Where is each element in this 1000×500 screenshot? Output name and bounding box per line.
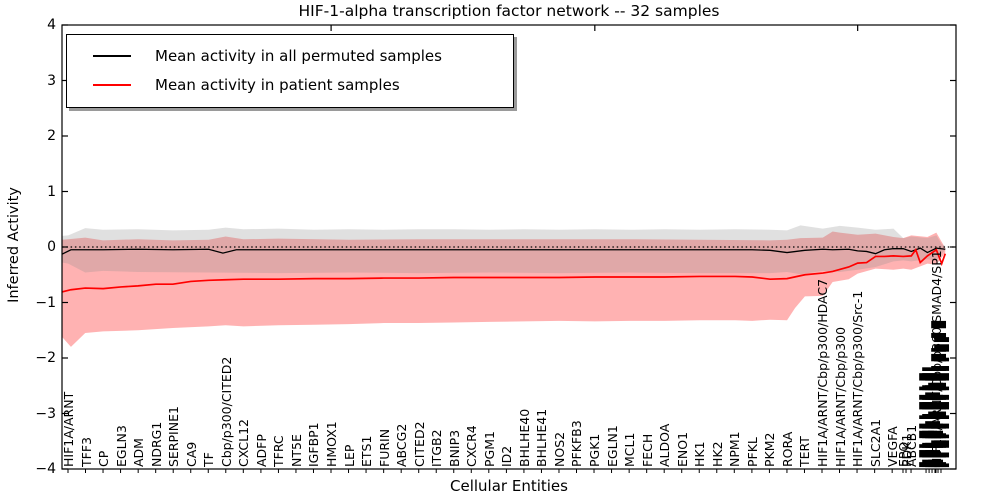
y-tick-label: −3 — [35, 405, 56, 422]
y-tick-label: 3 — [47, 72, 56, 89]
x-tick-label: PFKFB3 — [569, 420, 585, 467]
x-tick-label: Cbp/p300/CITED2 — [218, 356, 234, 467]
legend-label-patient: Mean activity in patient samples — [155, 75, 400, 94]
x-tick-label: ETS1 — [359, 435, 375, 467]
x-tick-label: CA9 — [183, 441, 199, 467]
x-tick-label: ADFP — [253, 434, 269, 467]
legend-item-permuted: Mean activity in all permuted samples — [67, 41, 513, 70]
x-axis-label: Cellular Entities — [450, 477, 568, 495]
legend-line-patient — [93, 83, 131, 86]
x-tick-label: ID2 — [499, 445, 515, 467]
y-tick-label: 1 — [47, 183, 56, 200]
x-tick-label: SLC2A1 — [867, 418, 883, 467]
x-tick-label: HIF1A/ARNT/Cbp/p300/Src-1 — [850, 290, 866, 467]
legend-label-permuted: Mean activity in all permuted samples — [155, 46, 442, 65]
y-tick-label: −1 — [35, 294, 56, 311]
x-tick-label: ITGB2 — [429, 429, 445, 467]
legend-line-permuted — [93, 54, 131, 57]
x-tick-label: PFKL — [744, 437, 760, 467]
x-tick-label: LEP — [341, 444, 357, 467]
x-tick-label: PGK1 — [587, 433, 603, 467]
x-tick-label: HIF1A/ARNT — [60, 391, 76, 467]
x-tick-label: SERPINE1 — [166, 406, 182, 467]
x-tick-label: TFRC — [271, 435, 287, 467]
x-tick-label-unreadable: ▍▌▊▍▌▍▊▌▍▊▌▍▊▌ — [933, 332, 949, 467]
x-tick-label: PGM1 — [481, 431, 497, 467]
x-tick-label: HK1 — [692, 441, 708, 467]
x-tick-label: ABCB1 — [904, 424, 920, 467]
y-tick-label: −4 — [35, 461, 56, 477]
x-tick-label: ABCG2 — [394, 423, 410, 467]
x-tick-label: ENO1 — [674, 431, 690, 467]
y-tick-label: −2 — [35, 350, 56, 366]
y-tick-label: 4 — [47, 17, 56, 33]
x-tick-label: HIF1A/ARNT/Cbp/p300 — [832, 326, 848, 467]
x-tick-label: FECH — [639, 433, 655, 467]
x-tick-label: CP — [96, 450, 112, 467]
x-tick-label: NPM1 — [727, 431, 743, 467]
x-tick-label: MCL1 — [622, 432, 638, 467]
x-tick-label: CXCR4 — [464, 425, 480, 467]
y-tick-label: 2 — [47, 128, 56, 144]
x-tick-label: TFF3 — [78, 437, 94, 467]
patient-mean-line — [61, 247, 947, 293]
x-tick-label: TF — [201, 452, 217, 467]
x-tick-label: HK2 — [709, 441, 725, 467]
legend-box: Mean activity in all permuted samples Me… — [66, 34, 514, 108]
patient-samples-range-band — [62, 231, 946, 347]
x-tick-label: CXCL12 — [236, 419, 252, 467]
x-tick-label: EGLN1 — [604, 425, 620, 467]
x-tick-label: IGFBP1 — [306, 422, 322, 467]
x-tick-label: BHLHE40 — [516, 408, 532, 467]
x-tick-label: NDRG1 — [148, 421, 164, 467]
chart-title: HIF-1-alpha transcription factor network… — [298, 2, 720, 20]
x-tick-label: FURIN — [376, 428, 392, 467]
permuted-mean-line — [61, 247, 946, 255]
x-tick-label: HMOX1 — [324, 421, 339, 467]
legend-item-patient: Mean activity in patient samples — [67, 70, 513, 99]
x-tick-label: ADM — [131, 438, 147, 467]
x-tick-label: ALDOA — [657, 423, 673, 467]
x-tick-label: PKM2 — [762, 432, 778, 467]
x-tick-label: NOS2 — [551, 431, 567, 467]
x-tick-label: HIF1A/ARNT/Cbp/p300/HDAC7 — [814, 278, 830, 467]
x-tick-label: BNIP3 — [446, 429, 462, 467]
x-tick-label: EGLN3 — [113, 425, 129, 467]
y-tick-label: 0 — [47, 239, 56, 255]
x-tick-label: RORA — [779, 431, 795, 467]
x-tick-label: CITED2 — [411, 421, 427, 467]
x-tick-label: TERT — [797, 436, 813, 467]
x-tick-label: NT5E — [288, 434, 304, 467]
x-tick-label: BHLHE41 — [534, 408, 550, 467]
